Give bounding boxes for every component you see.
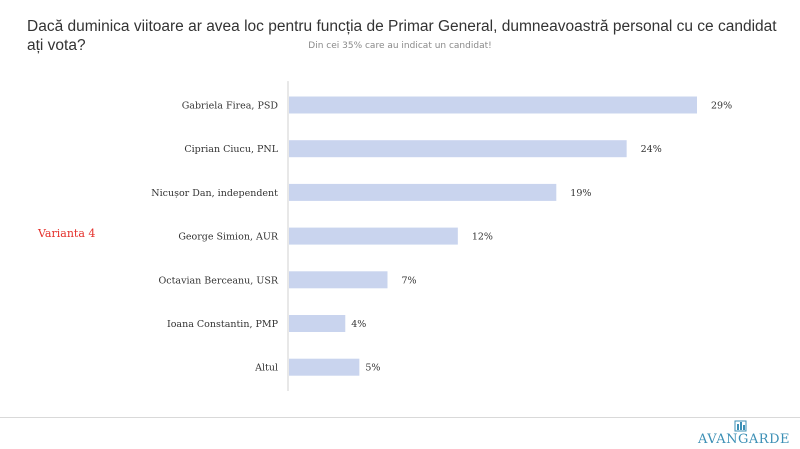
data-label: 12% [472,232,493,243]
bar [289,315,346,332]
bar [289,96,697,114]
category-label: Altul [254,363,278,374]
bar [289,140,627,158]
avangarde-logo-icon [734,420,747,432]
data-label: 24% [641,144,662,155]
variant-label: Varianta 4 [38,227,96,240]
category-label: Ciprian Ciucu, PNL [184,144,278,155]
chart-subtitle: Din cei 35% care au indicat un candidat! [308,41,492,51]
bar [289,271,388,289]
bar [289,183,557,201]
category-label: George Simion, AUR [178,232,279,243]
category-label: Gabriela Firea, PSD [182,101,279,112]
brand-logo: AVANGARDE [690,418,790,449]
chart-title: Dacă duminica viitoare ar avea loc pentr… [27,18,777,54]
brand-name: AVANGARDE [698,432,790,447]
data-label: 4% [351,319,366,330]
data-label: 5% [365,363,380,374]
bar [289,227,458,245]
data-label: 19% [570,188,591,199]
bar [289,358,360,376]
category-label: Ioana Constantin, PMP [167,319,279,330]
footer-divider [0,417,800,418]
category-label: Octavian Berceanu, USR [159,275,279,286]
category-label: Nicușor Dan, independent [151,188,278,199]
data-label: 29% [711,101,732,112]
data-label: 7% [401,275,416,286]
